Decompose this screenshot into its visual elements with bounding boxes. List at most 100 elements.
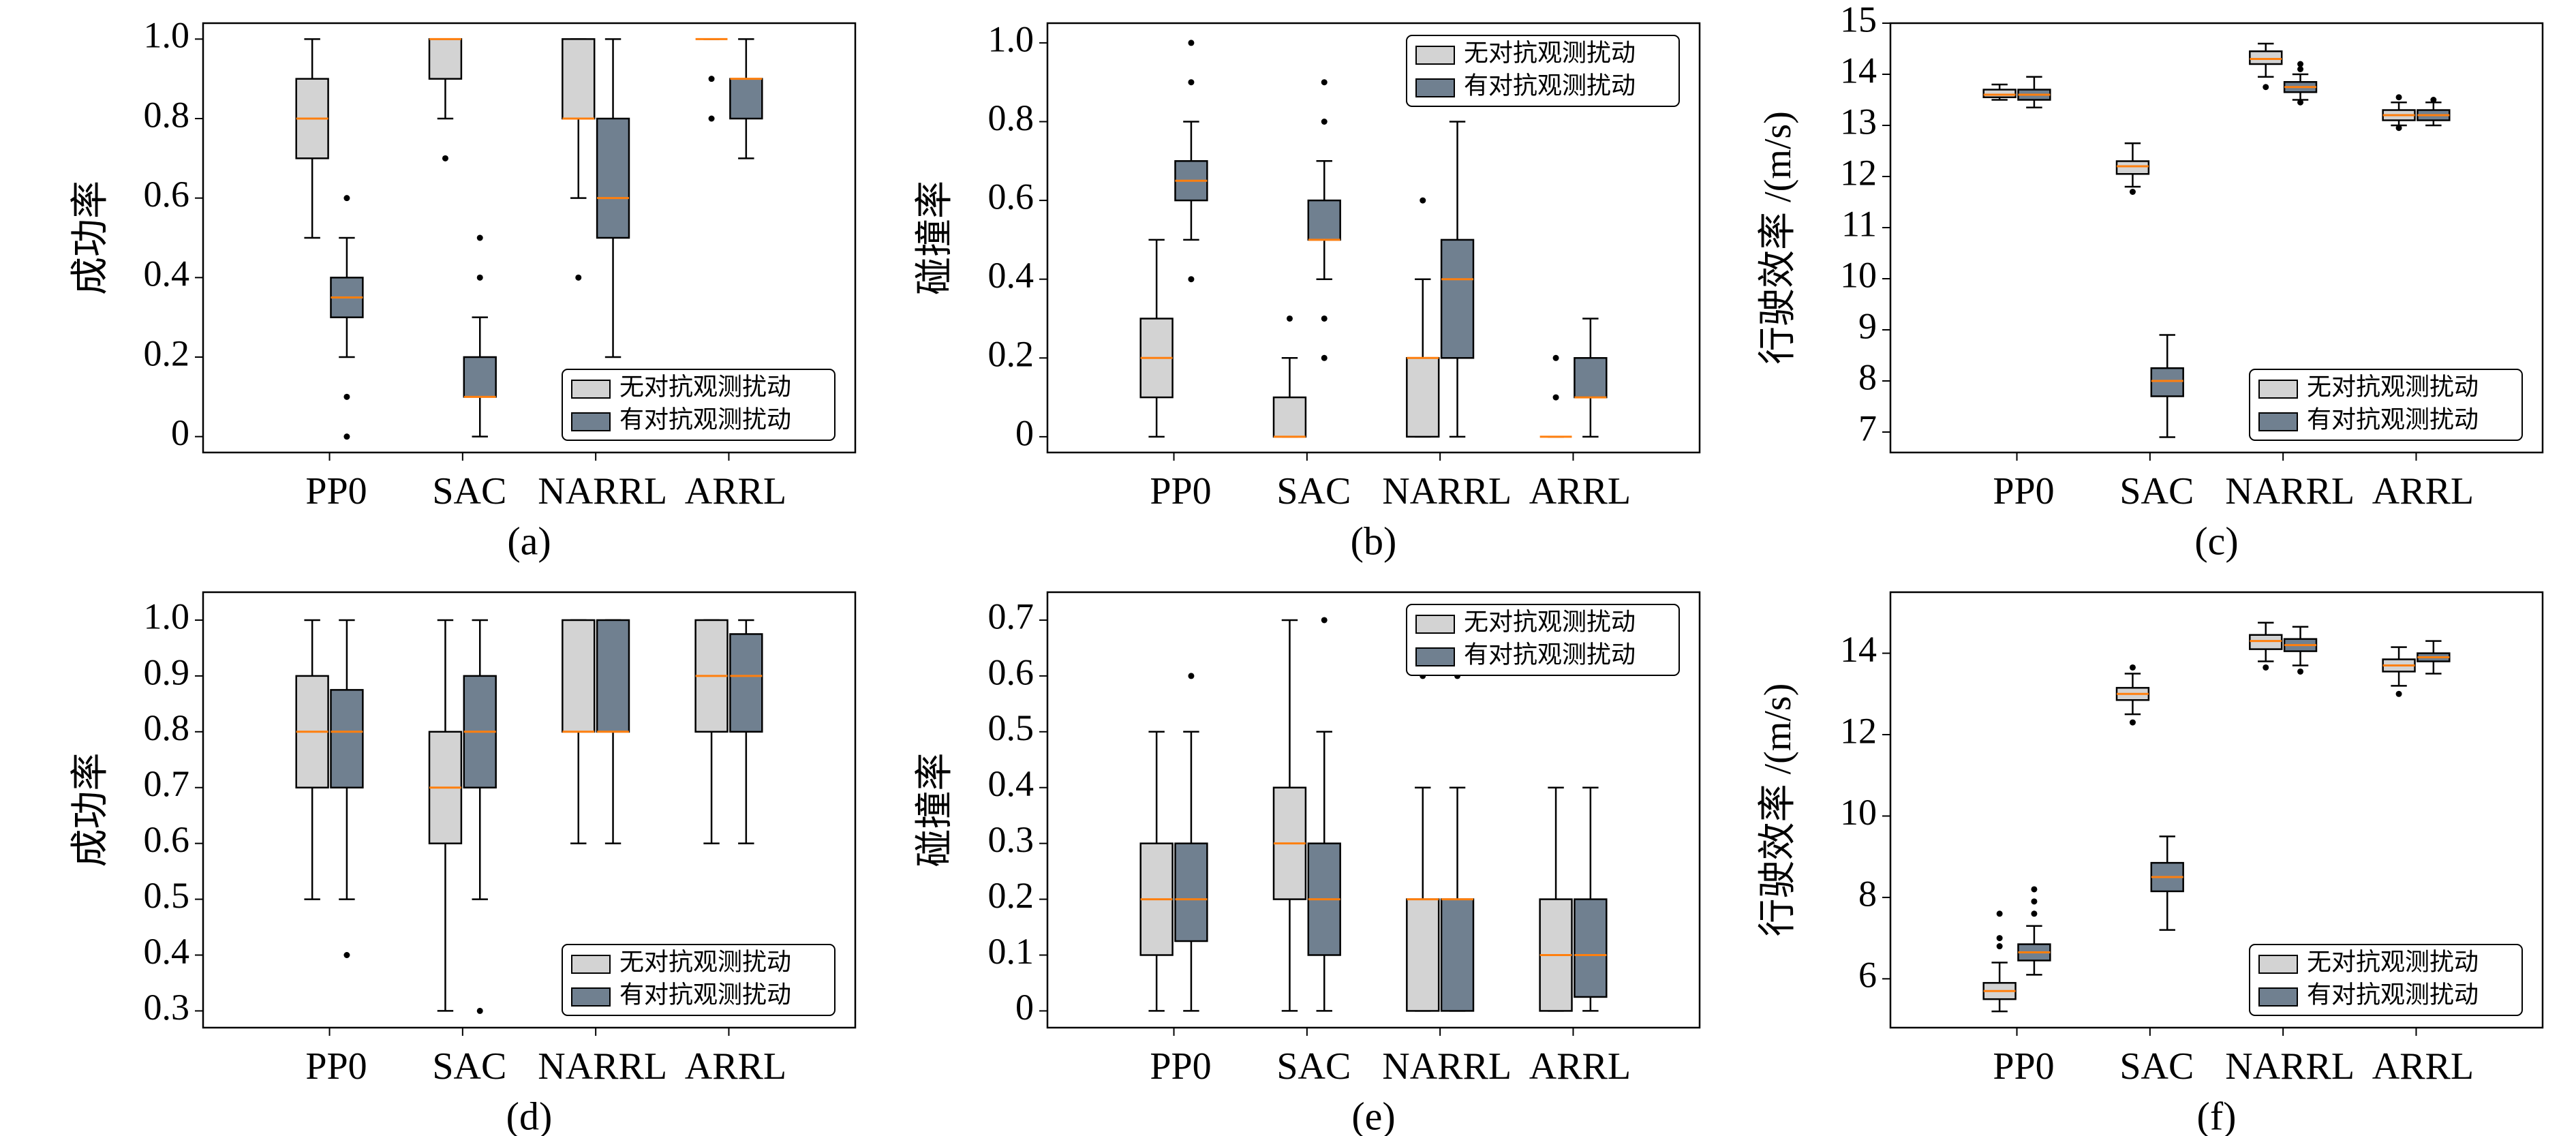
flier bbox=[442, 155, 448, 162]
box-group bbox=[330, 619, 364, 958]
y-tick-label: 10 bbox=[1840, 254, 1877, 295]
caption: (d) bbox=[506, 1094, 553, 1136]
box-group bbox=[1574, 318, 1608, 438]
legend-label: 有对抗观测扰动 bbox=[1464, 72, 1636, 99]
x-tick-label: ARRL bbox=[2372, 470, 2474, 512]
y-tick-label: 0.8 bbox=[144, 94, 190, 135]
y-tick-label: 0.2 bbox=[988, 875, 1034, 916]
y-tick-label: 0.8 bbox=[144, 707, 190, 748]
legend-frame bbox=[2249, 944, 2523, 1016]
flier bbox=[1188, 276, 1195, 283]
x-tick-label: PP0 bbox=[1150, 1045, 1211, 1088]
flier bbox=[2129, 719, 2136, 726]
flier bbox=[1996, 935, 2003, 942]
flier bbox=[2031, 886, 2038, 893]
box bbox=[428, 38, 463, 80]
box-group bbox=[1307, 617, 1341, 1012]
flier bbox=[343, 433, 350, 440]
legend-label: 无对抗观测扰动 bbox=[1464, 608, 1636, 635]
legend-swatch bbox=[1415, 46, 1455, 65]
x-tick-label: ARRL bbox=[2372, 1045, 2474, 1088]
y-tick-label: 0.6 bbox=[988, 651, 1034, 692]
legend-swatch bbox=[2258, 380, 2298, 399]
x-tick-label: SAC bbox=[2119, 470, 2194, 512]
x-tick-label: NARRL bbox=[538, 470, 667, 512]
box bbox=[1982, 89, 2017, 98]
flier bbox=[343, 393, 350, 400]
box bbox=[1574, 357, 1608, 399]
caption: (b) bbox=[1351, 519, 1397, 563]
box-group bbox=[295, 38, 329, 239]
box bbox=[729, 633, 763, 733]
axes-frame bbox=[1889, 22, 2544, 454]
flier bbox=[2031, 898, 2038, 905]
box bbox=[463, 356, 497, 398]
y-tick-label: 0.1 bbox=[988, 931, 1034, 972]
y-tick-label: 10 bbox=[1840, 792, 1877, 833]
legend-swatch bbox=[2258, 955, 2298, 974]
flier bbox=[343, 952, 350, 958]
box-group bbox=[2283, 626, 2318, 675]
legend-label: 无对抗观测扰动 bbox=[2307, 373, 2479, 400]
flier bbox=[1188, 673, 1195, 679]
x-tick-label: NARRL bbox=[1382, 470, 1512, 512]
box-group bbox=[1982, 83, 2017, 101]
box-group bbox=[330, 195, 364, 440]
box-group bbox=[694, 619, 729, 844]
legend-swatch bbox=[571, 987, 611, 1007]
box-group bbox=[695, 37, 728, 122]
legend-frame bbox=[1406, 35, 1680, 107]
box bbox=[330, 689, 364, 788]
y-tick-label: 0.6 bbox=[144, 174, 190, 215]
flier bbox=[1188, 40, 1195, 46]
flier bbox=[2031, 910, 2038, 917]
y-tick-label: 13 bbox=[1840, 101, 1877, 142]
box-group bbox=[2417, 640, 2451, 675]
legend-label: 无对抗观测扰动 bbox=[619, 373, 791, 400]
box-group bbox=[729, 38, 763, 159]
box-group bbox=[1406, 197, 1440, 438]
flier bbox=[2297, 61, 2304, 67]
x-tick-label: SAC bbox=[432, 1045, 506, 1088]
box bbox=[2249, 50, 2283, 65]
x-tick-label: ARRL bbox=[685, 1045, 786, 1088]
legend-swatch bbox=[2258, 412, 2298, 431]
flier bbox=[2263, 664, 2269, 671]
y-tick-label: 15 bbox=[1840, 0, 1877, 40]
box-group bbox=[463, 619, 497, 1014]
y-tick-label: 0.3 bbox=[988, 819, 1034, 860]
box-group bbox=[2115, 664, 2150, 726]
box bbox=[1272, 396, 1307, 438]
x-tick-label: PP0 bbox=[1993, 1045, 2054, 1088]
flier bbox=[1188, 79, 1195, 86]
flier bbox=[1321, 315, 1328, 322]
x-tick-label: PP0 bbox=[1150, 470, 1211, 512]
box-group bbox=[1174, 673, 1208, 1012]
panel: 6 8 10 12 14 PP0 SAC NARRL ARRL 行驶效率 /(m/s) (f) 无对抗… bbox=[1757, 591, 2544, 1136]
box bbox=[1574, 898, 1608, 998]
flier bbox=[476, 1007, 483, 1014]
flier bbox=[2430, 97, 2437, 103]
box-group bbox=[1307, 79, 1341, 361]
flier bbox=[2297, 99, 2304, 106]
panel: 0 0.2 0.4 0.6 0.8 1.0 PP0 SAC NARRL ARRL 成功率 (a) 无对抗… bbox=[70, 15, 857, 563]
flier bbox=[1996, 910, 2003, 917]
flier bbox=[2129, 189, 2136, 195]
y-tick-label: 0.8 bbox=[988, 97, 1034, 138]
box-group bbox=[2382, 94, 2416, 132]
x-tick-label: NARRL bbox=[538, 1045, 667, 1088]
y-tick-label: 14 bbox=[1840, 629, 1877, 670]
x-tick-label: SAC bbox=[432, 470, 506, 512]
flier bbox=[1321, 354, 1328, 361]
box-group bbox=[1406, 673, 1440, 1012]
y-tick-label: 12 bbox=[1840, 152, 1877, 193]
box bbox=[562, 619, 596, 733]
box-group bbox=[1440, 673, 1475, 1012]
y-tick-label: 9 bbox=[1858, 305, 1877, 346]
x-tick-label: PP0 bbox=[305, 1045, 367, 1088]
